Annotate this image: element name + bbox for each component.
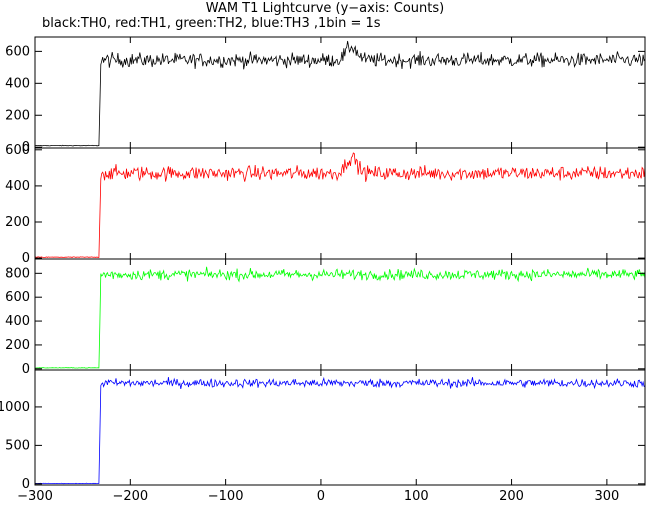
y-tick-label: 1000 bbox=[0, 400, 30, 415]
y-tick-label: 600 bbox=[5, 143, 30, 158]
y-tick-label: 0 bbox=[22, 251, 30, 266]
y-tick-label: 200 bbox=[5, 338, 30, 353]
x-tick-label: −100 bbox=[208, 489, 244, 504]
y-tick-label: 500 bbox=[5, 438, 30, 453]
chart-subtitle-legend: black:TH0, red:TH1, green:TH2, blue:TH3 … bbox=[42, 16, 381, 31]
y-tick-label: 400 bbox=[5, 76, 30, 91]
series-line-th1 bbox=[34, 152, 646, 258]
y-tick-label: 0 bbox=[22, 140, 30, 155]
y-tick-label: 200 bbox=[5, 215, 30, 230]
y-tick-label: 600 bbox=[5, 290, 30, 305]
y-tick-label: 600 bbox=[5, 44, 30, 59]
y-tick-label: 800 bbox=[5, 266, 30, 281]
series-line-th0 bbox=[34, 40, 646, 147]
y-tick-label: 400 bbox=[5, 179, 30, 194]
x-tick-label: −200 bbox=[112, 489, 148, 504]
series-line-th3 bbox=[34, 376, 646, 485]
x-tick-label: 100 bbox=[404, 489, 429, 504]
series-line-th2 bbox=[35, 266, 646, 369]
x-tick-label: 200 bbox=[499, 489, 524, 504]
y-tick-label: 200 bbox=[5, 108, 30, 123]
x-tick-label: 0 bbox=[317, 489, 325, 504]
panel-frame-th3 bbox=[34, 369, 646, 486]
y-tick-label: 0 bbox=[22, 362, 30, 377]
y-tick-label: 400 bbox=[5, 314, 30, 329]
y-tick-label: 0 bbox=[22, 477, 30, 492]
chart-title: WAM T1 Lightcurve (y−axis: Counts) bbox=[205, 1, 445, 16]
panel-frame-th1 bbox=[34, 147, 646, 260]
x-tick-label: −300 bbox=[17, 489, 53, 504]
x-tick-label: 300 bbox=[594, 489, 619, 504]
panel-frame-th0 bbox=[34, 36, 646, 149]
